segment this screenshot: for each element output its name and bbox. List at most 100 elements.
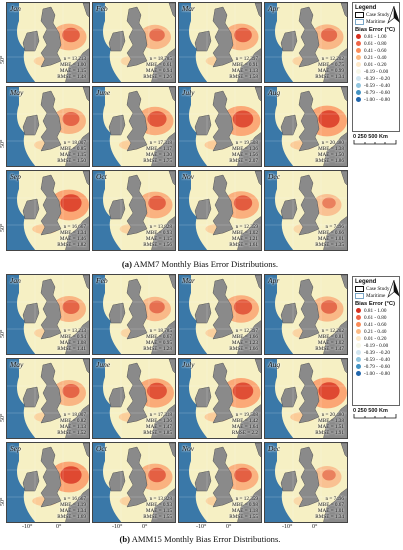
month-label: May: [10, 88, 24, 97]
land-britain: [212, 174, 234, 236]
lon-label: 0°: [56, 524, 62, 530]
stat-mbe: MBE = 0.67: [146, 333, 172, 340]
stat-mbe: MBE = 0.66: [318, 229, 344, 236]
map-panel-sep: Sep n = 16,667 MBE = 1.34 MAE = 1.46 RMSE = …: [6, 170, 90, 251]
lon-label: 0°: [226, 524, 232, 530]
stat-mae: MAE = 1.15: [145, 235, 172, 242]
case-study-swatch: [355, 285, 364, 292]
stat-mae: MAE = 0.94: [145, 67, 172, 74]
month-label: Jan: [10, 276, 21, 285]
bias-class-row: -1.00 - -0.80: [355, 370, 397, 377]
stat-mae: MAE = 1.21: [231, 235, 258, 242]
bias-hotspot: [312, 466, 342, 488]
map-svg: [265, 359, 347, 438]
stats-box: n = 12,359 MBE = 0.98 MAE = 1.18 RMSE = 1.5…: [229, 496, 258, 520]
bias-hotspot-core: [318, 110, 340, 128]
bias-class-label: -1.00 - -0.80: [364, 96, 390, 103]
legend-maritime: Maritime: [355, 18, 397, 25]
stat-n: n = 13,828: [149, 223, 172, 230]
bias-class-label: -0.39 - -0.20: [364, 75, 390, 82]
stat-mae: MAE = 1.23: [231, 339, 258, 346]
bias-error-title: Bias Error (°C): [355, 27, 396, 33]
month-label: June: [96, 88, 111, 97]
map-panel-may: May n = 18,007 MBE = 0.85 MAE = 1.15 RMSE = …: [6, 86, 90, 167]
stat-mbe: MBE = 0.61: [146, 61, 172, 68]
map-svg: [265, 3, 347, 82]
bias-color-dot: [356, 364, 361, 369]
stat-rmse: RMSE = 1.35: [315, 241, 344, 248]
stat-n: n = 18,785: [149, 55, 172, 62]
month-label: Dec: [268, 444, 281, 453]
stats-box: n = 12,202 MBE = 0.81 MAE = 1.02 RMSE = 1.4…: [315, 328, 344, 352]
bias-color-dot: [356, 41, 361, 46]
land-norway: [82, 275, 89, 290]
bias-hotspot-core: [62, 112, 80, 126]
land-britain: [126, 446, 148, 508]
stat-mae: MAE = 1.34: [59, 507, 86, 514]
month-label: Nov: [182, 172, 195, 181]
month-label: July: [182, 360, 195, 369]
map-panel-mar: Mar n = 12,397 MBE = 1.66 MAE = 1.23 RMSE = …: [178, 274, 262, 355]
stat-n: n = 18,007: [63, 411, 86, 418]
land-britain: [126, 174, 148, 236]
stat-mbe: MBE = 1.42: [232, 417, 258, 424]
stat-mae: MAE = 1.01: [317, 235, 344, 242]
map-panel-june: June n = 17,318 MBE = 1.17 MAE = 1.30 RMSE =…: [92, 86, 176, 167]
bias-class-row: -0.19 - 0.00: [355, 68, 397, 75]
stats-box: n = 19,508 MBE = 1.36 MAE = 1.56 RMSE = 2.0…: [229, 140, 258, 164]
map-svg: [93, 443, 175, 522]
bias-class-label: 0.41 - 0.60: [364, 47, 387, 54]
stat-mae: MAE = 1.13: [231, 67, 258, 74]
land-britain: [298, 6, 320, 68]
lon-label: 0°: [312, 524, 318, 530]
month-label: Sep: [10, 172, 21, 181]
maritime-swatch: [355, 18, 364, 25]
bias-class-row: 0.81 - 1.00: [355, 307, 397, 314]
bias-color-dot: [356, 315, 361, 320]
stat-rmse: RMSE = 2.2: [231, 429, 258, 436]
land-norway: [82, 171, 89, 186]
stat-mae: MAE = 1.02: [317, 339, 344, 346]
stat-n: n = 20,480: [321, 411, 344, 418]
lon-label: -10°: [282, 524, 293, 530]
caption-amm7: (a) AMM7 Monthly Bias Error Distribution…: [121, 259, 279, 269]
bias-class-label: -0.19 - 0.00: [364, 68, 389, 75]
bias-color-dot: [356, 69, 361, 74]
map-svg: [179, 275, 261, 354]
stat-n: n = 7496: [325, 495, 345, 502]
stat-n: n = 13,828: [149, 495, 172, 502]
lon-label: 0°: [142, 524, 148, 530]
stats-box: n = 13,213 MBE = 0.94 MAE = 1.08 RMSE = 1.4…: [57, 328, 86, 352]
bias-class-row: 0.41 - 0.60: [355, 321, 397, 328]
bias-hotspot-core: [149, 28, 165, 42]
bias-hotspot-core: [62, 384, 80, 398]
stats-box: n = 12,397 MBE = 0.91 MAE = 1.13 RMSE = 1.5…: [229, 56, 258, 80]
stats-box: n = 7496 MBE = 0.67 MAE = 1.01 RMSE = 1.34: [315, 496, 344, 520]
stats-box: n = 18,007 MBE = 0.85 MAE = 1.15 RMSE = 1.5…: [57, 140, 86, 164]
bias-hotspot-core: [232, 110, 254, 128]
land-norway: [254, 275, 261, 290]
stat-n: n = 12,397: [235, 327, 258, 334]
legend-maritime: Maritime: [355, 292, 397, 299]
bias-color-dot: [356, 62, 361, 67]
map-svg: [93, 171, 175, 250]
map-panel-nov: Nov n = 12,359 MBE = 0.98 MAE = 1.18 RMSE = …: [178, 442, 262, 523]
map-svg: [179, 359, 261, 438]
bias-color-dot: [356, 97, 361, 102]
map-panel-july: July n = 19,508 MBE = 1.36 MAE = 1.56 RMSE =…: [178, 86, 262, 167]
stats-box: n = 17,318 MBE = 1.17 MAE = 1.30 RMSE = 1.7…: [143, 140, 172, 164]
bias-class-label: 0.01 - 0.20: [364, 335, 387, 342]
stat-mae: MAE = 1.01: [317, 507, 344, 514]
land-norway: [254, 443, 261, 458]
bias-color-dot: [356, 322, 361, 327]
stat-rmse: RMSE = 1.61: [229, 241, 258, 248]
stat-mbe: MBE = 0.94: [60, 333, 86, 340]
bias-hotspot-core: [320, 28, 338, 42]
bias-class-row: -0.39 - -0.20: [355, 75, 397, 82]
legend-amm7: Legend Case Study Maritime Bias Error (°C) 0…: [352, 2, 400, 132]
bias-class-label: 0.61 - 0.80: [364, 40, 387, 47]
land-norway: [168, 87, 175, 102]
bias-class-row: 0.61 - 0.80: [355, 314, 397, 321]
stats-box: n = 18,785 MBE = 0.61 MAE = 0.94 RMSE = 1.2…: [143, 56, 172, 80]
land-britain: [126, 90, 148, 152]
